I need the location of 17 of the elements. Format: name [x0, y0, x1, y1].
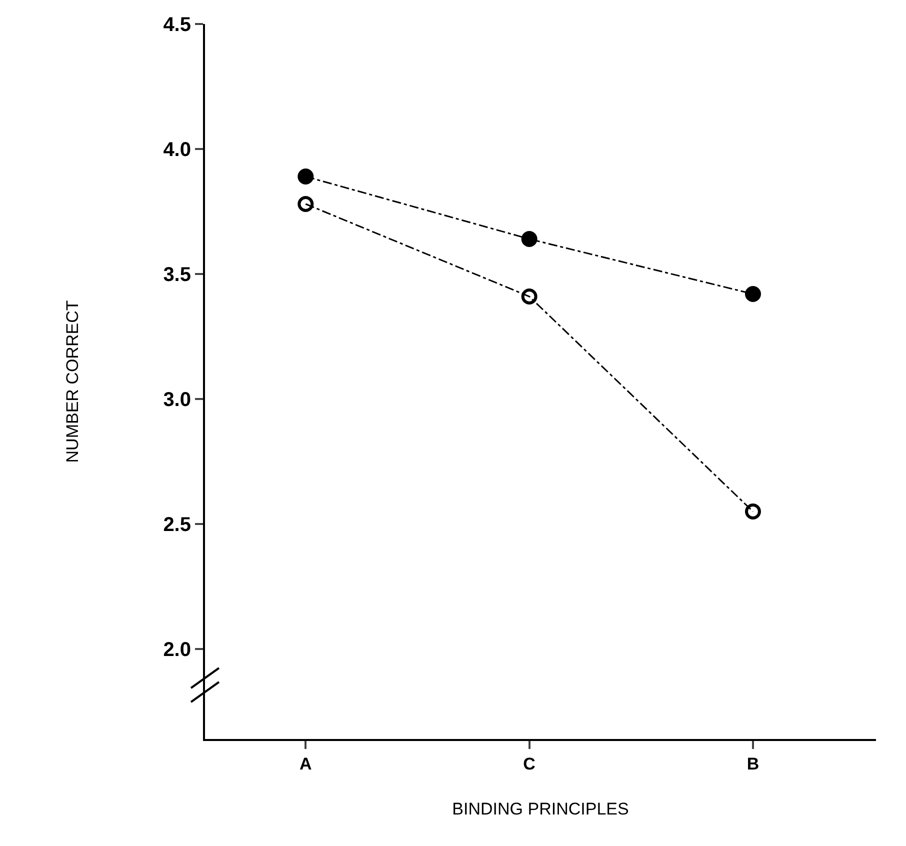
x-axis-title: BINDING PRINCIPLES — [452, 799, 629, 818]
y-tick-label: 2.5 — [163, 514, 191, 536]
y-tick-label: 3.5 — [163, 264, 191, 286]
point — [744, 286, 761, 302]
x-tick-label: C — [523, 754, 536, 774]
point — [521, 231, 538, 247]
y-tick-label: 2.0 — [163, 639, 191, 661]
y-tick-label: 4.5 — [163, 14, 191, 36]
point — [298, 168, 314, 184]
y-tick-label: 4.0 — [163, 139, 191, 161]
point — [521, 288, 538, 304]
x-tick-label: B — [746, 754, 760, 774]
point — [744, 504, 761, 520]
x-tick-label: A — [300, 754, 312, 774]
y-tick-label: 3.0 — [163, 389, 191, 411]
point — [298, 196, 314, 212]
y-axis-title: NUMBER CORRECT — [63, 300, 82, 463]
